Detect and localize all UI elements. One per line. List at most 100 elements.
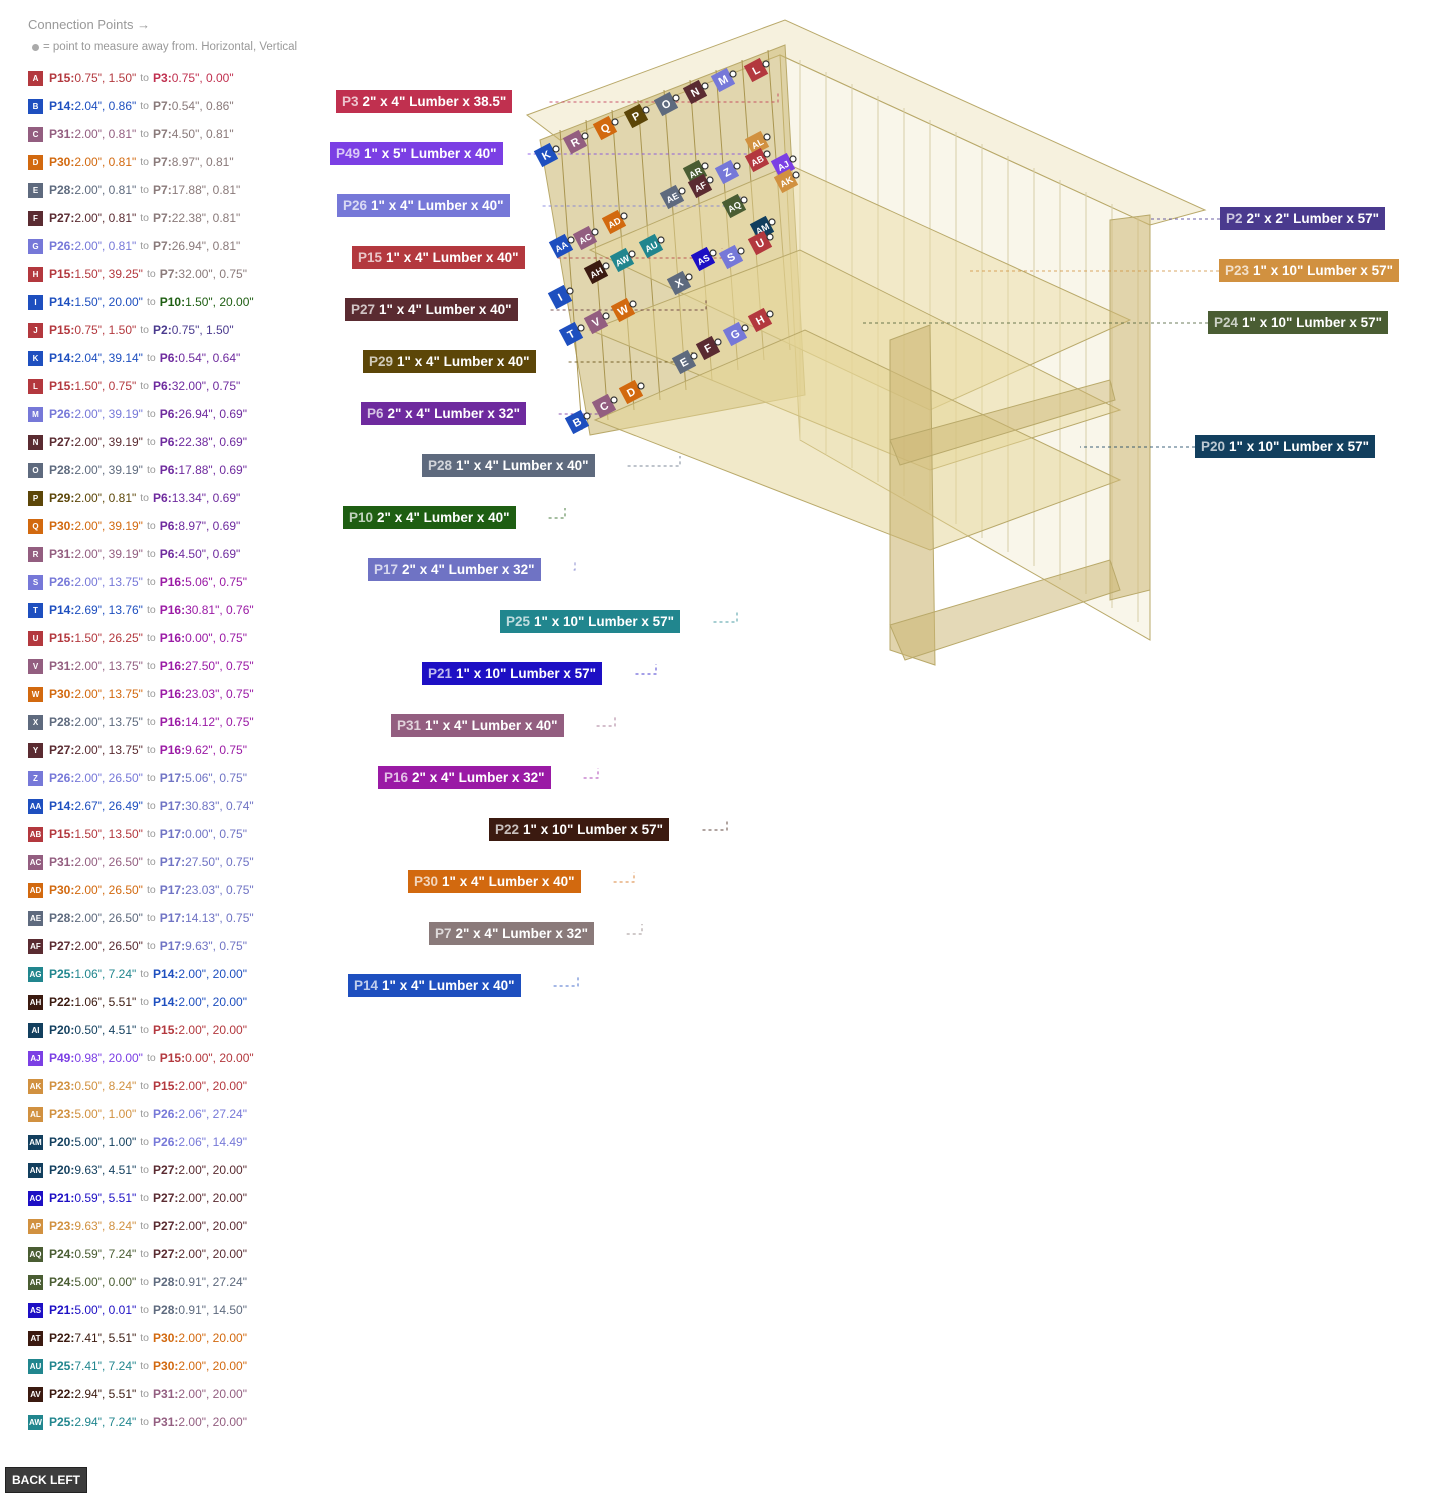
connection-badge: AO: [28, 1190, 43, 1206]
connection-row[interactable]: U P15: 1.50", 26.25" to P16: 0.00", 0.75": [28, 624, 328, 652]
part-a-name: P21: [49, 1303, 71, 1317]
colon: :: [70, 379, 75, 393]
connection-row[interactable]: AQ P24: 0.59", 7.24" to P27: 2.00", 20.00": [28, 1240, 328, 1268]
connection-row[interactable]: AK P23: 0.50", 8.24" to P15: 2.00", 20.00": [28, 1072, 328, 1100]
part-b-value: 5.06", 0.75": [185, 575, 247, 589]
part-label-p20[interactable]: P20 1" x 10" Lumber x 57": [1195, 435, 1376, 458]
part-label-p26[interactable]: P26 1" x 4" Lumber x 40": [337, 194, 510, 217]
slat-seam: [689, 79, 713, 381]
connection-row[interactable]: AC P31: 2.00", 26.50" to P17: 27.50", 0.75": [28, 848, 328, 876]
connection-row[interactable]: Z P26: 2.00", 26.50" to P17: 5.06", 0.75": [28, 764, 328, 792]
connection-row[interactable]: AM P20: 5.00", 1.00" to P26: 2.06", 14.49": [28, 1128, 328, 1156]
connection-row[interactable]: G P26: 2.00", 0.81" to P7: 26.94", 0.81": [28, 232, 328, 260]
part-label-p16[interactable]: P16 2" x 4" Lumber x 32": [378, 766, 551, 789]
connection-row[interactable]: P P29: 2.00", 0.81" to P6: 13.34", 0.69": [28, 484, 328, 512]
connection-row[interactable]: AL P23: 5.00", 1.00" to P26: 2.06", 27.24": [28, 1100, 328, 1128]
connection-row[interactable]: J P15: 0.75", 1.50" to P2: 0.75", 1.50": [28, 316, 328, 344]
connection-row[interactable]: AS P21: 5.00", 0.01" to P28: 0.91", 14.50": [28, 1296, 328, 1324]
colon: :: [167, 71, 172, 85]
connection-row[interactable]: AE P28: 2.00", 26.50" to P17: 14.13", 0.75": [28, 904, 328, 932]
part-label-p28[interactable]: P28 1" x 4" Lumber x 40": [422, 454, 595, 477]
connection-row[interactable]: AR P24: 5.00", 0.00" to P28: 0.91", 27.24": [28, 1268, 328, 1296]
colon: :: [174, 1219, 179, 1233]
part-description: 1" x 4" Lumber x 40": [382, 978, 515, 993]
measure-point-dot: [657, 236, 665, 244]
connection-row[interactable]: B P14: 2.04", 0.86" to P7: 0.54", 0.86": [28, 92, 328, 120]
part-label-p29[interactable]: P29 1" x 4" Lumber x 40": [363, 350, 536, 373]
part-label-p10[interactable]: P10 2" x 4" Lumber x 40": [343, 506, 516, 529]
part-label-p15[interactable]: P15 1" x 4" Lumber x 40": [352, 246, 525, 269]
leader-line: [635, 664, 657, 675]
part-label-p21[interactable]: P21 1" x 10" Lumber x 57": [422, 662, 603, 685]
connection-row[interactable]: AA P14: 2.67", 26.49" to P17: 30.83", 0.74": [28, 792, 328, 820]
connection-row[interactable]: Y P27: 2.00", 13.75" to P16: 9.62", 0.75": [28, 736, 328, 764]
colon: :: [167, 127, 172, 141]
part-label-p22[interactable]: P22 1" x 10" Lumber x 57": [489, 818, 670, 841]
part-label-p25[interactable]: P25 1" x 10" Lumber x 57": [500, 610, 681, 633]
connection-row[interactable]: AU P25: 7.41", 7.24" to P30: 2.00", 20.00": [28, 1352, 328, 1380]
connection-row[interactable]: S P26: 2.00", 13.75" to P16: 5.06", 0.75": [28, 568, 328, 596]
part-a-name: P23: [49, 1079, 71, 1093]
connection-badge: AG: [28, 966, 43, 982]
back-left-button[interactable]: BACK LEFT: [5, 1467, 87, 1493]
connection-row[interactable]: AP P23: 9.63", 8.24" to P27: 2.00", 20.00": [28, 1212, 328, 1240]
marker-g: G: [722, 321, 748, 347]
connection-row[interactable]: R P31: 2.00", 39.19" to P6: 4.50", 0.69": [28, 540, 328, 568]
connection-row[interactable]: L P15: 1.50", 0.75" to P6: 32.00", 0.75": [28, 372, 328, 400]
connection-row[interactable]: D P30: 2.00", 0.81" to P7: 8.97", 0.81": [28, 148, 328, 176]
connection-row[interactable]: AG P25: 1.06", 7.24" to P14: 2.00", 20.00": [28, 960, 328, 988]
connection-row[interactable]: AJ P49: 0.98", 20.00" to P15: 0.00", 20.00": [28, 1044, 328, 1072]
colon: :: [70, 547, 75, 561]
marker-box: [747, 307, 773, 333]
part-label-p7[interactable]: P7 2" x 4" Lumber x 32": [429, 922, 595, 945]
connection-row[interactable]: AF P27: 2.00", 26.50" to P17: 9.63", 0.75": [28, 932, 328, 960]
connection-row[interactable]: AW P25: 2.94", 7.24" to P31: 2.00", 20.00": [28, 1408, 328, 1436]
connection-row[interactable]: AV P22: 2.94", 5.51" to P31: 2.00", 20.00": [28, 1380, 328, 1408]
connection-badge: T: [28, 602, 43, 618]
connection-row[interactable]: V P31: 2.00", 13.75" to P16: 27.50", 0.75": [28, 652, 328, 680]
connection-row[interactable]: H P15: 1.50", 39.25" to P7: 32.00", 0.75": [28, 260, 328, 288]
connection-row[interactable]: X P28: 2.00", 13.75" to P16: 14.12", 0.75": [28, 708, 328, 736]
part-a-name: P14: [49, 351, 71, 365]
part-label-p27[interactable]: P27 1" x 4" Lumber x 40": [345, 298, 518, 321]
connection-row[interactable]: C P31: 2.00", 0.81" to P7: 4.50", 0.81": [28, 120, 328, 148]
measure-point-dot: [763, 150, 771, 158]
part-label-p6[interactable]: P6 2" x 4" Lumber x 32": [361, 402, 527, 425]
connection-row[interactable]: M P26: 2.00", 39.19" to P6: 26.94", 0.69": [28, 400, 328, 428]
colon: :: [174, 267, 179, 281]
connection-row[interactable]: AB P15: 1.50", 13.50" to P17: 0.00", 0.75": [28, 820, 328, 848]
part-label-p24[interactable]: P24 1" x 10" Lumber x 57": [1208, 311, 1389, 334]
connection-row[interactable]: K P14: 2.04", 39.14" to P6: 0.54", 0.64": [28, 344, 328, 372]
connection-row[interactable]: I P14: 1.50", 20.00" to P10: 1.50", 20.00": [28, 288, 328, 316]
connection-row[interactable]: N P27: 2.00", 39.19" to P6: 22.38", 0.69": [28, 428, 328, 456]
connection-row[interactable]: E P28: 2.00", 0.81" to P7: 17.88", 0.81": [28, 176, 328, 204]
part-label-p3[interactable]: P3 2" x 4" Lumber x 38.5": [336, 90, 513, 113]
connection-row[interactable]: Q P30: 2.00", 39.19" to P6: 8.97", 0.69": [28, 512, 328, 540]
part-label-p14[interactable]: P14 1" x 4" Lumber x 40": [348, 974, 521, 997]
connection-row[interactable]: AN P20: 9.63", 4.51" to P27: 2.00", 20.00": [28, 1156, 328, 1184]
part-label-p2[interactable]: P2 2" x 2" Lumber x 57": [1220, 207, 1386, 230]
connection-row[interactable]: AH P22: 1.06", 5.51" to P14: 2.00", 20.00": [28, 988, 328, 1016]
part-a-value: 1.50", 39.25": [74, 267, 143, 281]
part-a-name: P31: [49, 855, 71, 869]
part-label-p17[interactable]: P17 2" x 4" Lumber x 32": [368, 558, 541, 581]
part-label-p23[interactable]: P23 1" x 10" Lumber x 57": [1219, 259, 1400, 282]
connection-row[interactable]: AD P30: 2.00", 26.50" to P17: 23.03", 0.75": [28, 876, 328, 904]
connection-row[interactable]: AT P22: 7.41", 5.51" to P30: 2.00", 20.00": [28, 1324, 328, 1352]
connection-row[interactable]: AI P20: 0.50", 4.51" to P15: 2.00", 20.00": [28, 1016, 328, 1044]
part-label-p31[interactable]: P31 1" x 4" Lumber x 40": [391, 714, 564, 737]
connection-row[interactable]: F P27: 2.00", 0.81" to P7: 22.38", 0.81": [28, 204, 328, 232]
colon: :: [167, 155, 172, 169]
connection-row[interactable]: O P28: 2.00", 39.19" to P6: 17.88", 0.69": [28, 456, 328, 484]
colon: :: [167, 99, 172, 113]
connection-row[interactable]: A P15: 0.75", 1.50" to P3: 0.75", 0.00": [28, 64, 328, 92]
part-id: P25: [506, 614, 531, 629]
connection-row[interactable]: T P14: 2.69", 13.76" to P16: 30.81", 0.76": [28, 596, 328, 624]
part-b-value: 23.03", 0.75": [185, 687, 254, 701]
connection-row[interactable]: AO P21: 0.59", 5.51" to P27: 2.00", 20.00": [28, 1184, 328, 1212]
marker-ac: AC: [572, 225, 598, 251]
connection-row[interactable]: W P30: 2.00", 13.75" to P16: 23.03", 0.75": [28, 680, 328, 708]
part-label-p49[interactable]: P49 1" x 5" Lumber x 40": [330, 142, 503, 165]
part-label-p30[interactable]: P30 1" x 4" Lumber x 40": [408, 870, 581, 893]
marker-box: [718, 244, 744, 270]
